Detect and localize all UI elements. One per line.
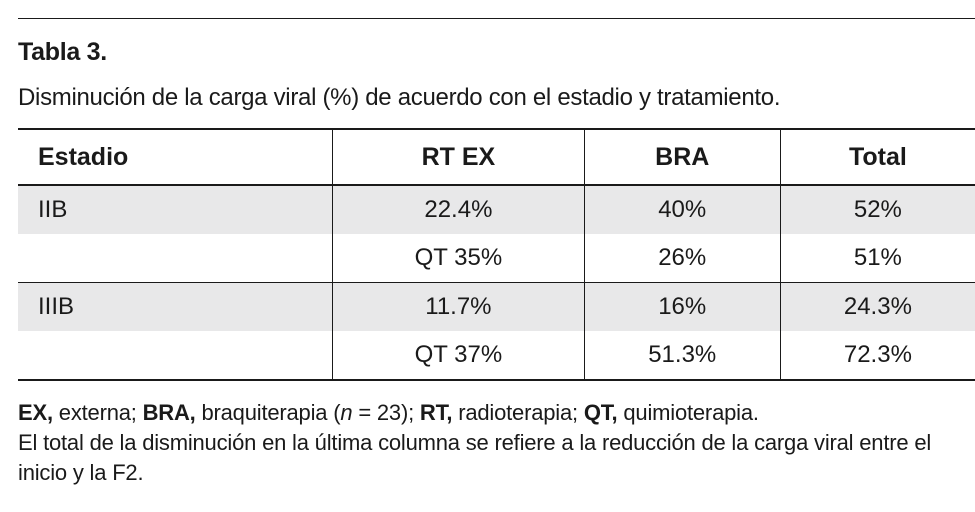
table-row: QT 37% 51.3% 72.3% bbox=[18, 331, 975, 381]
cell-stage bbox=[18, 234, 334, 283]
cell-total: 72.3% bbox=[779, 331, 975, 381]
abbr-qt: QT, bbox=[583, 400, 618, 425]
header-estadio: Estadio bbox=[38, 142, 129, 171]
cell-total: 51% bbox=[779, 234, 975, 283]
abbreviations-line: EX, externa; BRA, braquiterapia (n = 23)… bbox=[18, 398, 968, 428]
cell-rt-ex: QT 37% bbox=[332, 331, 585, 381]
header-bra: BRA bbox=[583, 129, 781, 185]
cell-stage: IIIB bbox=[18, 282, 334, 331]
cell-bra: 16% bbox=[583, 282, 781, 331]
n-text: = 23); bbox=[352, 400, 420, 425]
table-row: IIB 22.4% 40% 52% bbox=[18, 185, 975, 234]
cell-total: 52% bbox=[779, 185, 975, 234]
header-row: Estadio RT EX BRA Total bbox=[18, 129, 975, 185]
table-subtitle: Disminución de la carga viral (%) de acu… bbox=[18, 84, 781, 111]
cell-bra: 51.3% bbox=[583, 331, 781, 381]
abbr-rt-text: radioterapia; bbox=[452, 400, 584, 425]
header-rt-ex: RT EX bbox=[332, 129, 585, 185]
header-total: Total bbox=[779, 129, 975, 185]
abbr-ex-text: externa; bbox=[52, 400, 143, 425]
abbr-qt-text: quimioterapia. bbox=[617, 400, 759, 425]
footnote-note: El total de la disminución en la última … bbox=[18, 430, 932, 485]
abbr-rt: RT, bbox=[419, 400, 453, 425]
abbr-bra-text: braquiterapia ( bbox=[195, 400, 341, 425]
top-rule bbox=[18, 18, 975, 19]
table-row: IIIB 11.7% 16% 24.3% bbox=[18, 282, 975, 331]
cell-bra: 26% bbox=[583, 234, 781, 283]
table-footnote: EX, externa; BRA, braquiterapia (n = 23)… bbox=[18, 398, 968, 488]
table-title: Tabla 3. bbox=[18, 38, 107, 66]
table-row: QT 35% 26% 51% bbox=[18, 234, 975, 283]
n-symbol: n bbox=[340, 400, 353, 425]
cell-bra: 40% bbox=[583, 185, 781, 234]
cell-rt-ex: 11.7% bbox=[332, 282, 585, 331]
cell-stage bbox=[18, 331, 334, 381]
cell-rt-ex: QT 35% bbox=[332, 234, 585, 283]
abbr-ex: EX, bbox=[18, 400, 53, 425]
cell-total: 24.3% bbox=[779, 282, 975, 331]
data-table: Estadio RT EX BRA Total IIB 22.4% 40% 52… bbox=[18, 128, 975, 381]
cell-stage: IIB bbox=[18, 185, 334, 234]
cell-rt-ex: 22.4% bbox=[332, 185, 585, 234]
abbr-bra: BRA, bbox=[142, 400, 196, 425]
